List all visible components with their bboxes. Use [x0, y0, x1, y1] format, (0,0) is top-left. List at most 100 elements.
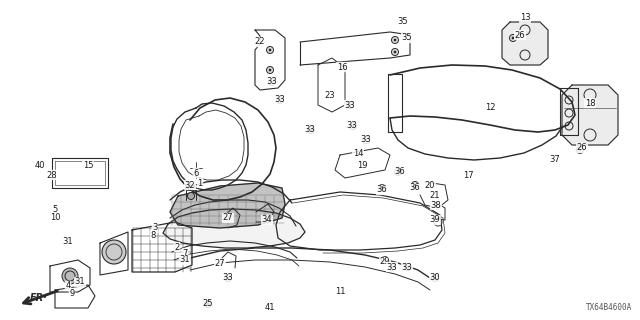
Text: 10: 10 — [50, 213, 60, 222]
Circle shape — [511, 36, 515, 39]
Text: 15: 15 — [83, 161, 93, 170]
Text: 5: 5 — [52, 205, 58, 214]
Text: 28: 28 — [47, 171, 58, 180]
Text: 20: 20 — [425, 181, 435, 190]
Circle shape — [390, 266, 394, 268]
Text: 21: 21 — [429, 191, 440, 201]
Text: 41: 41 — [265, 303, 275, 313]
Text: 33: 33 — [275, 95, 285, 105]
Circle shape — [102, 240, 126, 264]
Text: 33: 33 — [305, 125, 316, 134]
Circle shape — [365, 139, 367, 141]
Text: 35: 35 — [397, 18, 408, 27]
Circle shape — [381, 257, 388, 263]
Text: 36: 36 — [395, 167, 405, 177]
Text: 33: 33 — [402, 262, 412, 271]
Text: 31: 31 — [63, 237, 74, 246]
Text: FR·: FR· — [30, 293, 48, 303]
Text: 36: 36 — [410, 183, 420, 193]
Text: 23: 23 — [324, 91, 335, 100]
Circle shape — [188, 193, 195, 199]
Circle shape — [412, 181, 419, 188]
Text: 38: 38 — [431, 201, 442, 210]
Text: 26: 26 — [577, 143, 588, 153]
Text: 1: 1 — [197, 179, 203, 188]
Text: 36: 36 — [376, 186, 387, 195]
Circle shape — [392, 49, 399, 55]
Circle shape — [434, 276, 436, 279]
Circle shape — [266, 46, 273, 53]
Circle shape — [431, 275, 438, 282]
Circle shape — [276, 97, 284, 103]
Circle shape — [207, 303, 209, 305]
Text: 27: 27 — [214, 260, 225, 268]
Circle shape — [269, 78, 275, 85]
Circle shape — [205, 300, 211, 308]
Circle shape — [388, 263, 396, 270]
Circle shape — [406, 266, 410, 268]
Circle shape — [378, 185, 385, 191]
Text: 31: 31 — [75, 277, 85, 286]
Text: 13: 13 — [520, 13, 531, 22]
Circle shape — [271, 81, 273, 84]
Text: 26: 26 — [515, 30, 525, 39]
Text: TX64B4600A: TX64B4600A — [586, 303, 632, 312]
Text: 19: 19 — [356, 161, 367, 170]
Text: 7: 7 — [182, 249, 188, 258]
Circle shape — [392, 36, 399, 44]
Circle shape — [394, 39, 396, 41]
Polygon shape — [163, 209, 305, 248]
Circle shape — [579, 148, 581, 151]
Text: 34: 34 — [262, 215, 272, 225]
Text: 31: 31 — [180, 255, 190, 265]
Text: 33: 33 — [387, 262, 397, 271]
Circle shape — [383, 259, 387, 261]
Text: 16: 16 — [337, 62, 348, 71]
Text: 14: 14 — [353, 148, 364, 157]
Circle shape — [394, 169, 401, 175]
Text: 33: 33 — [347, 121, 357, 130]
Circle shape — [269, 68, 271, 71]
Polygon shape — [170, 183, 285, 228]
Text: 32: 32 — [185, 180, 195, 189]
Text: 18: 18 — [585, 99, 595, 108]
Polygon shape — [562, 85, 618, 145]
Text: 29: 29 — [380, 258, 390, 267]
Circle shape — [227, 276, 229, 279]
Text: 33: 33 — [360, 135, 371, 145]
Circle shape — [310, 129, 312, 132]
Text: 12: 12 — [484, 102, 495, 111]
Text: 4: 4 — [65, 282, 70, 291]
Circle shape — [381, 187, 383, 189]
Circle shape — [269, 49, 271, 52]
Circle shape — [351, 124, 355, 127]
Text: 9: 9 — [69, 289, 75, 298]
Circle shape — [349, 104, 351, 106]
Text: 6: 6 — [193, 169, 198, 178]
Text: 2: 2 — [174, 243, 180, 252]
Text: 3: 3 — [152, 223, 157, 233]
Circle shape — [346, 101, 353, 108]
Circle shape — [362, 137, 369, 143]
Circle shape — [62, 268, 78, 284]
Text: 8: 8 — [150, 230, 156, 239]
Polygon shape — [502, 22, 548, 65]
Circle shape — [509, 35, 516, 42]
Text: 33: 33 — [267, 77, 277, 86]
Circle shape — [349, 123, 356, 130]
Text: 22: 22 — [255, 37, 265, 46]
Circle shape — [394, 51, 396, 53]
Circle shape — [266, 67, 273, 74]
Circle shape — [413, 184, 417, 186]
Circle shape — [278, 99, 282, 101]
Circle shape — [225, 275, 232, 282]
Text: 27: 27 — [223, 213, 234, 222]
Text: 33: 33 — [344, 100, 355, 109]
Text: 25: 25 — [203, 300, 213, 308]
Circle shape — [307, 126, 314, 133]
Text: 37: 37 — [550, 156, 561, 164]
Circle shape — [577, 147, 584, 154]
Text: 17: 17 — [463, 171, 474, 180]
Text: 30: 30 — [429, 273, 440, 282]
Text: 39: 39 — [429, 215, 440, 225]
